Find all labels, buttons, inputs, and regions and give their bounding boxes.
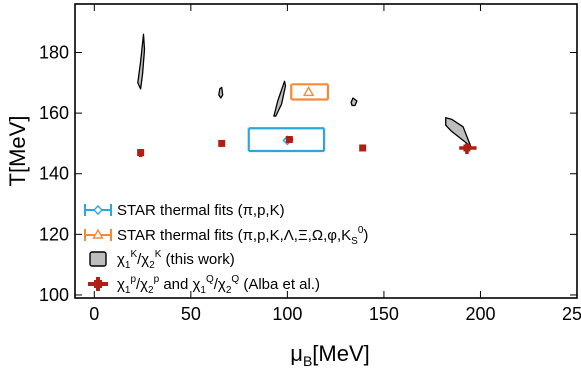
x-tick-label: 100 bbox=[272, 304, 302, 324]
x-tick-label: 250 bbox=[562, 304, 581, 324]
legend-label-star-pkpi: STAR thermal fits (π,p,K) bbox=[117, 202, 285, 219]
star-full-center-marker bbox=[302, 85, 315, 97]
legend-item-contour: χ1K/χ2K (this work) bbox=[89, 249, 235, 271]
legend-item-alba: χ1p/χ2p and χ1Q/χ2Q (Alba et al.) bbox=[88, 274, 320, 296]
alba-marker bbox=[463, 144, 471, 152]
x-axis-label: μB[MeV] bbox=[290, 341, 370, 369]
star-full-point bbox=[290, 83, 330, 101]
alba-marker bbox=[218, 139, 226, 147]
alba-point bbox=[218, 139, 226, 147]
data-marks bbox=[137, 83, 477, 158]
contour-region bbox=[137, 33, 146, 90]
alba-marker bbox=[359, 144, 367, 152]
legend: STAR thermal fits (π,p,K) STAR thermal f… bbox=[84, 202, 368, 296]
y-tick-label: 100 bbox=[39, 285, 69, 305]
axis-ticks: 0 50 100 150 200 250 100 120 140 160 180 bbox=[39, 4, 581, 324]
alba-point bbox=[459, 143, 477, 155]
alba-point bbox=[137, 149, 145, 158]
alba-marker bbox=[137, 149, 145, 157]
legend-item-star-full: STAR thermal fits (π,p,K,Λ,Ξ,Ω,φ,KS0) bbox=[84, 225, 368, 247]
y-tick-label: 180 bbox=[39, 42, 69, 62]
contour-region bbox=[350, 97, 358, 107]
x-tick-label: 150 bbox=[369, 304, 399, 324]
alba-point bbox=[285, 135, 294, 143]
legend-symbol-contour bbox=[89, 251, 107, 267]
y-tick-label: 120 bbox=[39, 224, 69, 244]
x-tick-label: 200 bbox=[465, 304, 495, 324]
alba-point bbox=[359, 144, 367, 152]
legend-label-alba: χ1p/χ2p and χ1Q/χ2Q (Alba et al.) bbox=[117, 274, 320, 296]
contour-region bbox=[218, 86, 224, 99]
legend-symbol-star-pkpi bbox=[84, 204, 112, 216]
contour-region bbox=[273, 80, 287, 117]
legend-item-star-pkpi: STAR thermal fits (π,p,K) bbox=[84, 202, 285, 219]
y-tick-label: 160 bbox=[39, 103, 69, 123]
x-tick-label: 0 bbox=[89, 304, 99, 324]
contour-region bbox=[445, 117, 472, 148]
legend-symbol-alba bbox=[88, 277, 108, 291]
contour-regions bbox=[137, 33, 472, 148]
star-pkpi-point bbox=[247, 127, 326, 153]
legend-label-contour: χ1K/χ2K (this work) bbox=[117, 249, 235, 271]
x-tick-label: 50 bbox=[181, 304, 201, 324]
alba-marker bbox=[285, 135, 293, 143]
y-axis-label: T[MeV] bbox=[5, 116, 30, 187]
plot-frame bbox=[74, 3, 578, 299]
y-tick-label: 140 bbox=[39, 164, 69, 184]
legend-label-star-full: STAR thermal fits (π,p,K,Λ,Ξ,Ω,φ,KS0) bbox=[117, 225, 368, 247]
legend-symbol-star-full bbox=[84, 228, 112, 241]
